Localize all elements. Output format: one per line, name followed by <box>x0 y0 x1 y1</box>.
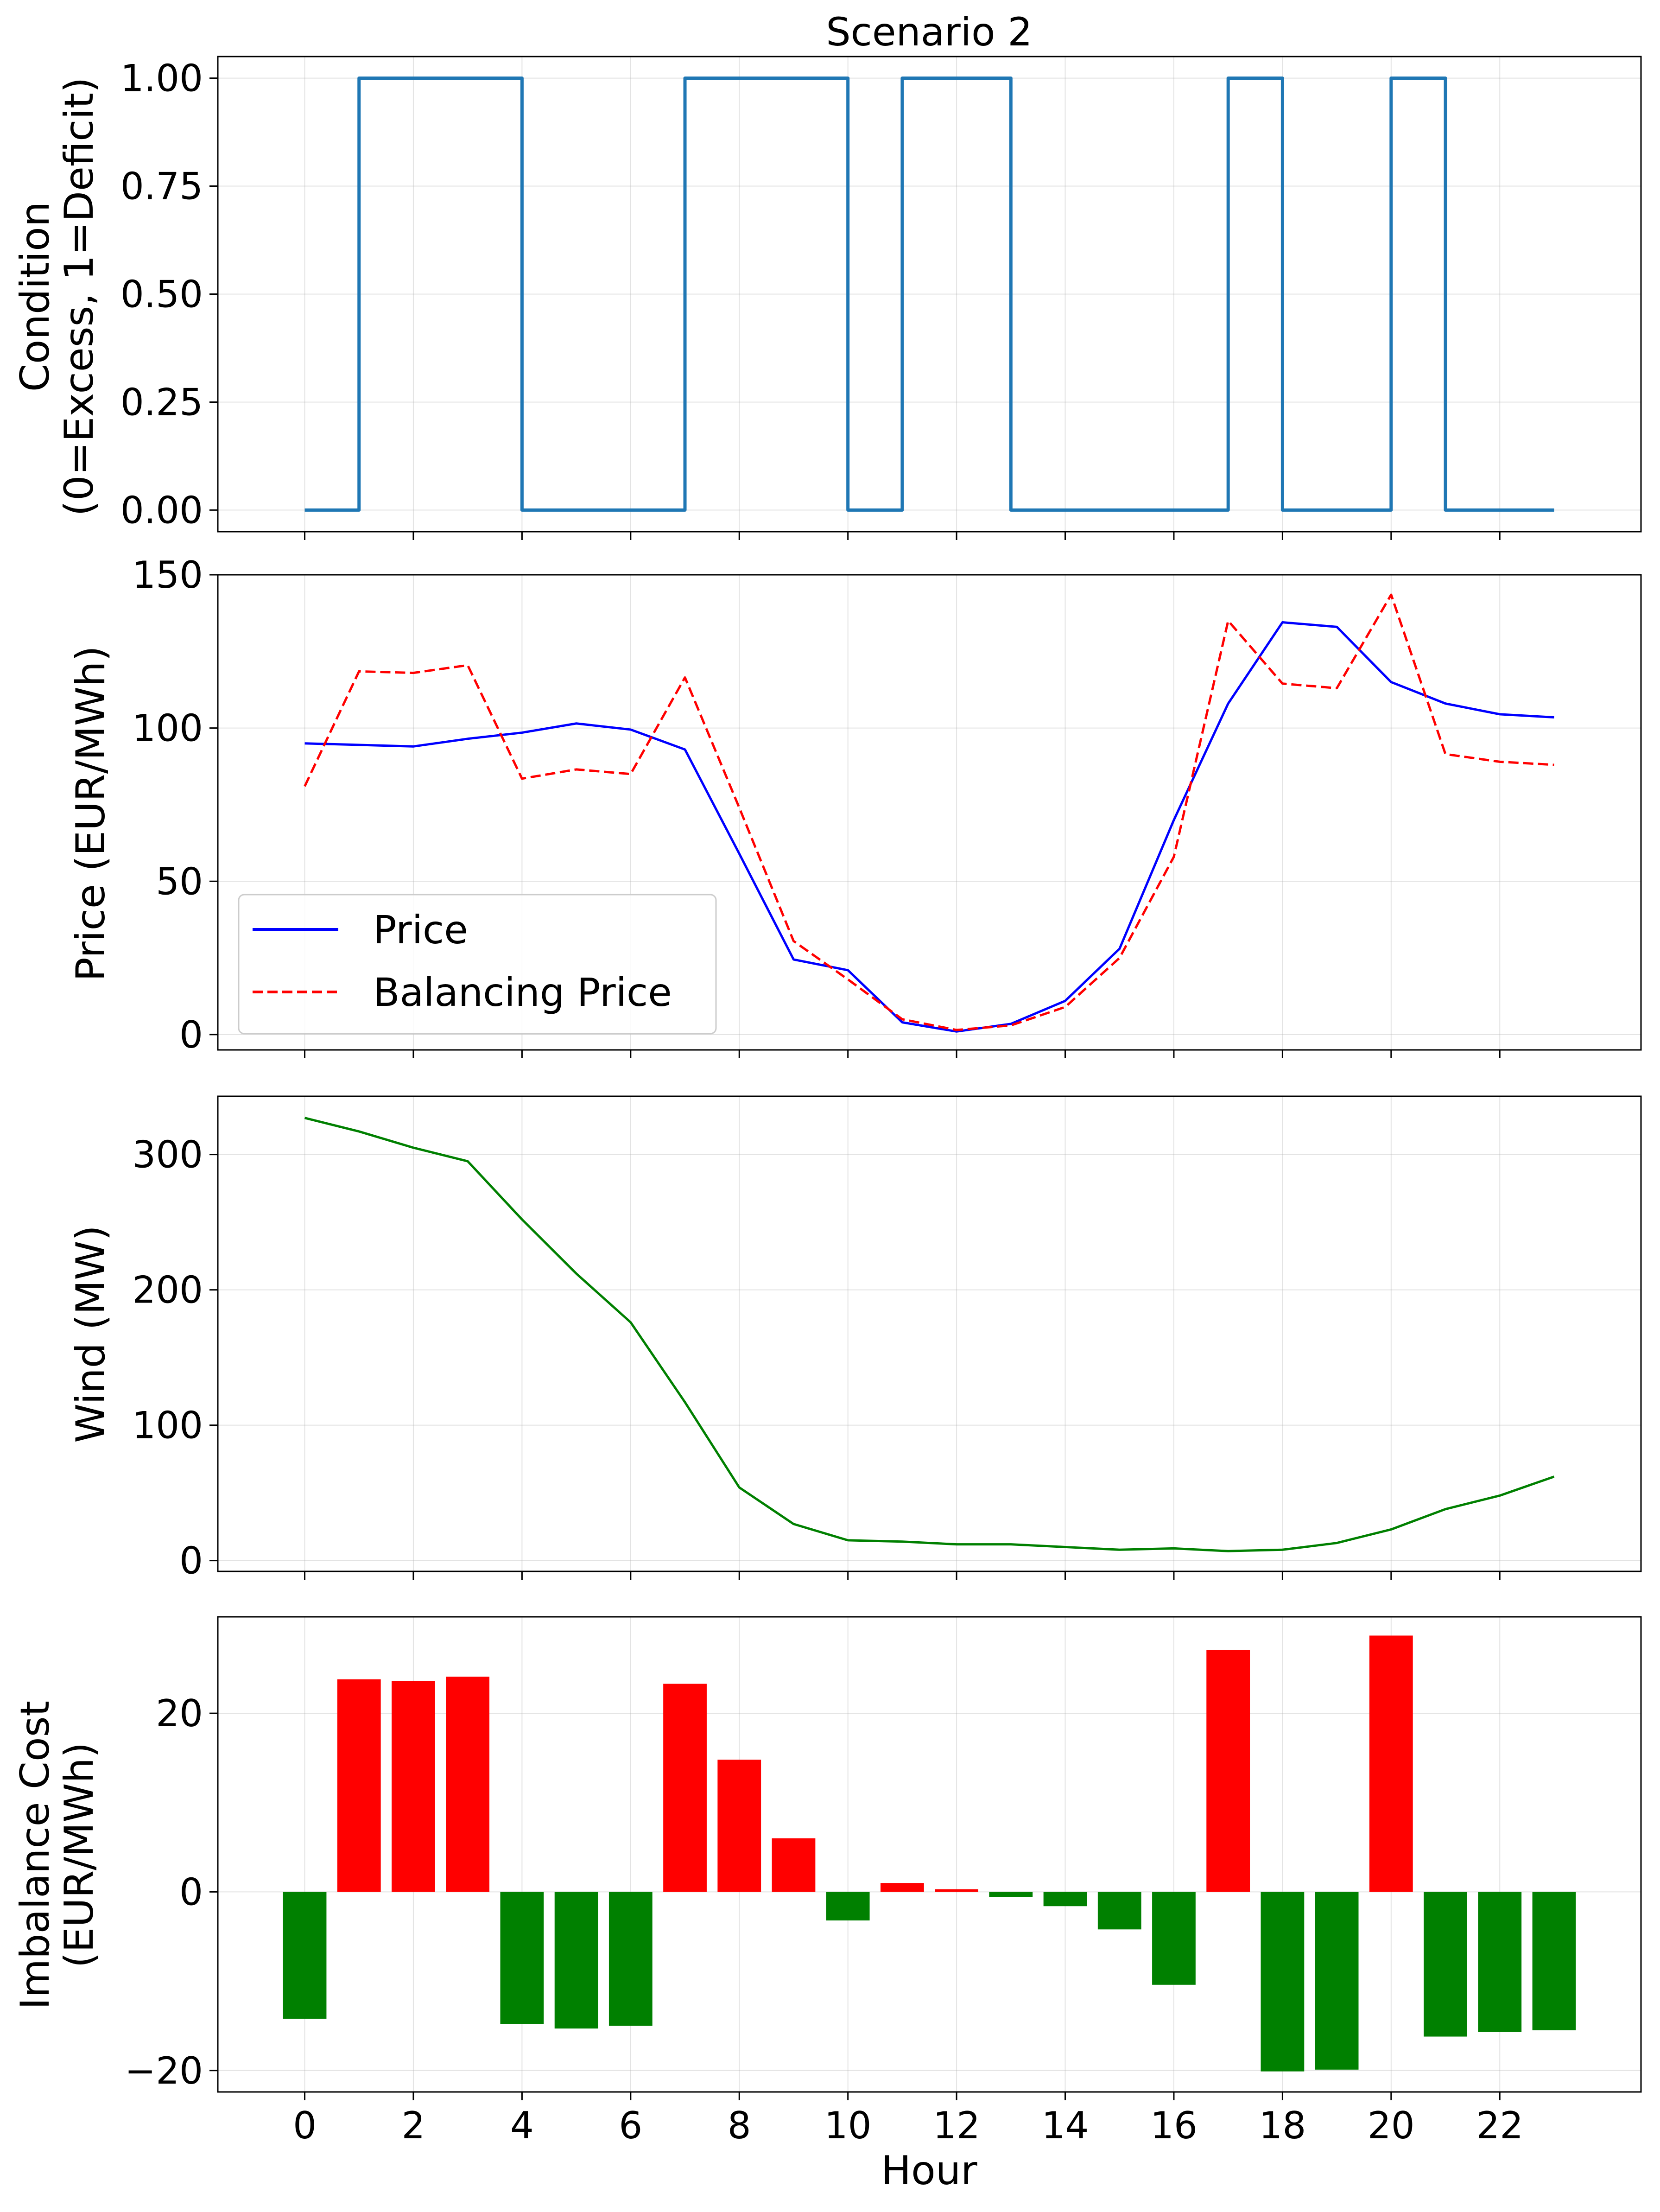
imbalance-bar-hour-19 <box>1315 1892 1359 2070</box>
imbalance-bar-hour-3 <box>446 1677 490 1892</box>
price-ytick-label-3: 150 <box>132 553 203 597</box>
condition-frame <box>217 56 1642 533</box>
wind-ytick-label-1: 100 <box>132 1404 203 1447</box>
imbalance-bar-hour-10 <box>826 1892 870 1921</box>
legend-box <box>238 894 717 1035</box>
x-tick-label-22: 22 <box>1476 2104 1523 2147</box>
price-ytick-label-1: 50 <box>156 860 203 903</box>
wind-ytick-label-3: 300 <box>132 1133 203 1176</box>
price-xticks <box>304 1050 1501 1058</box>
imbalance-xticks: 0 2 4 6 8 10 12 14 16 18 20 22 <box>293 2092 1523 2147</box>
x-tick-label-14: 14 <box>1042 2104 1089 2147</box>
wind-frame <box>217 1095 1642 1572</box>
imbalance-bar-hour-11 <box>881 1883 924 1892</box>
price-frame <box>217 574 1642 1051</box>
figure-title: Scenario 2 <box>826 9 1032 55</box>
panel-wind: 0 100 200 300 Wind (MW) <box>68 1095 1642 1583</box>
imbalance-bar-hour-23 <box>1532 1892 1576 2031</box>
imbalance-yticks: −20 0 20 <box>125 1692 218 2092</box>
imbalance-bar-hour-1 <box>337 1679 381 1892</box>
wind-yticks: 0 100 200 300 <box>132 1133 218 1583</box>
wind-series <box>304 1117 1555 1552</box>
imbalance-ylabel-line1: Imbalance Cost <box>12 1701 58 2009</box>
condition-yticks: 0.00 0.25 0.50 0.75 1.00 <box>120 57 218 532</box>
x-tick-label-12: 12 <box>933 2104 980 2147</box>
wind-ytick-label-2: 200 <box>132 1269 203 1312</box>
x-tick-label-20: 20 <box>1368 2104 1415 2147</box>
imbalance-bar-hour-21 <box>1424 1892 1467 2037</box>
imbalance-bar-hour-13 <box>989 1892 1033 1897</box>
condition-line <box>304 76 1554 512</box>
imbalance-bar-hour-22 <box>1478 1892 1522 2032</box>
imbalance-bar-hour-16 <box>1152 1892 1196 1985</box>
imbalance-bar-hour-8 <box>717 1760 761 1892</box>
wind-ytick-label-0: 0 <box>179 1539 203 1583</box>
x-tick-label-16: 16 <box>1150 2104 1197 2147</box>
x-tick-label-0: 0 <box>293 2104 317 2147</box>
imbalance-bars <box>283 1635 1576 2072</box>
panel-condition: 0.00 0.25 0.50 0.75 1.00 Condition (0=Excess… <box>12 56 1642 540</box>
price-line <box>304 621 1554 1033</box>
imbalance-bar-hour-12 <box>935 1889 978 1892</box>
x-tick-label-10: 10 <box>824 2104 872 2147</box>
condition-ytick-label-1: 0.25 <box>120 381 203 424</box>
price-yticks: 0 50 100 150 <box>132 553 218 1056</box>
condition-ytick-label-4: 1.00 <box>120 57 203 100</box>
imbalance-ylabel-line2: (EUR/MWh) <box>56 1742 102 1968</box>
imbalance-bar-hour-17 <box>1206 1650 1250 1892</box>
price-ylabel: Price (EUR/MWh) <box>68 646 114 981</box>
condition-ytick-label-2: 0.50 <box>120 273 203 316</box>
imbalance-bar-hour-9 <box>772 1838 816 1892</box>
imbalance-bar-hour-14 <box>1043 1892 1087 1907</box>
x-tick-label-18: 18 <box>1259 2104 1306 2147</box>
condition-ytick-label-3: 0.75 <box>120 165 203 208</box>
condition-ytick-label-0: 0.00 <box>120 489 203 532</box>
imbalance-bar-hour-15 <box>1097 1892 1141 1930</box>
price-ytick-label-2: 100 <box>132 707 203 750</box>
legend-balancing-price-label: Balancing Price <box>373 970 672 1015</box>
legend-price-label: Price <box>373 907 468 953</box>
price-legend: Price Balancing Price <box>238 894 717 1035</box>
x-tick-label-6: 6 <box>619 2104 642 2147</box>
wind-gridlines <box>218 1096 1641 1571</box>
condition-xticks <box>304 532 1501 540</box>
wind-line <box>304 1117 1555 1552</box>
x-axis-label: Hour <box>881 2148 977 2194</box>
imbalance-bar-hour-0 <box>283 1892 327 2019</box>
wind-xticks <box>304 1571 1501 1580</box>
imbalance-ytick-label-1: 0 <box>179 1870 203 1913</box>
imbalance-bar-hour-6 <box>608 1892 653 2026</box>
panel-imbalance: 0 2 4 6 8 10 12 14 16 18 20 22 −20 0 20 Imbalance Cos… <box>12 1616 1642 2147</box>
wind-ylabel: Wind (MW) <box>68 1225 114 1443</box>
condition-ylabel-line1: Condition <box>12 202 58 392</box>
condition-series <box>304 76 1554 512</box>
imbalance-bar-hour-20 <box>1369 1635 1413 1892</box>
imbalance-frame <box>217 1616 1642 2093</box>
imbalance-ytick-label-0: −20 <box>125 2049 203 2092</box>
imbalance-bar-hour-4 <box>500 1892 544 2024</box>
x-tick-label-8: 8 <box>728 2104 751 2147</box>
condition-ylabel-line2: (0=Excess, 1=Deficit) <box>56 77 102 516</box>
price-ytick-label-0: 0 <box>179 1013 203 1056</box>
x-tick-label-4: 4 <box>510 2104 534 2147</box>
panel-price: 0 50 100 150 Price (EUR/MWh) Price Balancin… <box>68 553 1642 1058</box>
x-tick-label-2: 2 <box>402 2104 425 2147</box>
imbalance-bar-hour-5 <box>554 1892 598 2029</box>
imbalance-bar-hour-7 <box>663 1684 707 1892</box>
balancing-price-line <box>304 593 1554 1031</box>
imbalance-bar-hour-18 <box>1261 1892 1305 2072</box>
price-series <box>304 593 1554 1033</box>
imbalance-ytick-label-2: 20 <box>156 1692 203 1735</box>
imbalance-bar-hour-2 <box>392 1681 435 1892</box>
